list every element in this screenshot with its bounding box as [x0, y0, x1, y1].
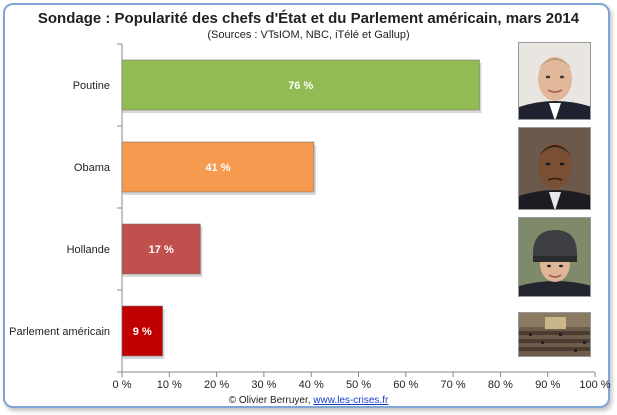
data-label: 9 % — [133, 326, 152, 338]
data-label: 41 % — [205, 162, 230, 174]
source-link[interactable]: www.les-crises.fr — [313, 395, 388, 406]
credit-text: © Olivier Berruyer, — [229, 395, 314, 406]
data-label: 17 % — [149, 244, 174, 256]
x-tick-label: 90 % — [535, 379, 560, 391]
x-tick-label: 20 % — [204, 379, 229, 391]
x-tick-label: 10 % — [157, 379, 182, 391]
hollande-photo-icon — [518, 217, 591, 297]
x-tick-label: 40 % — [299, 379, 324, 391]
x-tick-label: 30 % — [251, 379, 276, 391]
x-tick-label: 0 % — [113, 379, 132, 391]
category-label: Poutine — [73, 80, 110, 92]
data-label: 76 % — [288, 80, 313, 92]
category-label: Parlement américain — [9, 326, 110, 338]
obama-photo-icon — [518, 127, 591, 210]
category-label: Obama — [74, 162, 111, 174]
x-tick-label: 60 % — [393, 379, 418, 391]
x-tick-label: 80 % — [488, 379, 513, 391]
x-tick-label: 70 % — [441, 379, 466, 391]
congress-photo-icon — [518, 312, 591, 357]
chart-footer: © Olivier Berruyer, www.les-crises.fr — [0, 395, 617, 406]
x-tick-label: 100 % — [579, 379, 610, 391]
category-label: Hollande — [67, 244, 110, 256]
x-tick-label: 50 % — [346, 379, 371, 391]
putin-photo-icon — [518, 42, 591, 120]
